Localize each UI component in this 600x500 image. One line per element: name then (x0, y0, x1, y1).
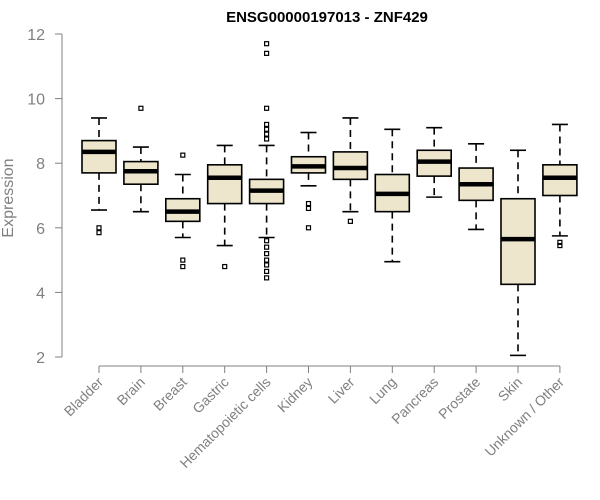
outlier-point (180, 152, 186, 158)
box-iqr (542, 164, 578, 197)
x-tick-label: Pancreas (388, 374, 441, 427)
outlier-point (264, 121, 270, 128)
outlier-point (264, 50, 270, 56)
outlier-point (96, 225, 102, 231)
x-tick-label: Liver (325, 374, 358, 407)
outlier-point (96, 230, 102, 236)
outlier-point (305, 225, 312, 231)
x-tick-label: Prostate (435, 374, 483, 422)
outlier-point (264, 275, 270, 281)
x-tick-label: Kidney (274, 374, 316, 416)
box-group (542, 123, 578, 249)
boxes (81, 41, 578, 357)
box-iqr (81, 139, 117, 174)
outlier-point (180, 257, 186, 263)
box-group (248, 41, 285, 281)
outlier-point (557, 239, 563, 245)
y-tick-label: 6 (36, 221, 45, 238)
y-tick-label: 8 (36, 156, 45, 173)
outlier-point (264, 41, 270, 47)
axes: 2 4 6 8 10 12 (27, 27, 561, 373)
x-tick-label: Brain (114, 374, 148, 408)
x-tick-label: Bladder (61, 374, 107, 420)
x-tick-label: Skin (495, 374, 526, 405)
y-tick-label: 12 (27, 27, 45, 44)
outlier-point (264, 131, 270, 137)
box-iqr (332, 151, 369, 181)
outlier-point (264, 262, 270, 268)
box-group (123, 105, 159, 213)
x-tick-label: Breast (150, 374, 190, 414)
outlier-point (264, 136, 270, 142)
box-group (165, 152, 201, 270)
y-axis-label: Expression (0, 158, 17, 237)
x-tick-label: Unknown / Other (481, 374, 567, 460)
chart-title: ENSG00000197013 - ZNF429 (226, 9, 428, 26)
box-group (332, 117, 369, 224)
outlier-point (557, 242, 563, 249)
outlier-point (264, 244, 270, 250)
y-tick-label: 4 (36, 285, 45, 302)
box-iqr (206, 164, 243, 205)
outlier-point (305, 200, 312, 207)
outlier-point (305, 205, 312, 212)
outlier-point (347, 218, 353, 224)
box-group (374, 128, 411, 263)
outlier-point (264, 126, 270, 132)
box-group (290, 131, 327, 231)
outlier-point (180, 263, 186, 270)
outlier-point (264, 105, 270, 111)
outlier-point (264, 257, 270, 263)
y-tick-label: 10 (27, 92, 45, 109)
outlier-point (264, 238, 270, 244)
y-tick-label: 2 (36, 350, 45, 367)
outlier-point (264, 268, 270, 275)
outlier-point (264, 251, 270, 257)
box-group (81, 117, 117, 236)
box-iqr (500, 197, 536, 286)
box-group (206, 144, 243, 270)
box-group (500, 149, 536, 357)
outlier-point (222, 263, 228, 270)
x-tick-label: Lung (366, 374, 399, 407)
box-group (458, 143, 494, 231)
outlier-point (138, 105, 144, 111)
box-group (416, 126, 453, 198)
